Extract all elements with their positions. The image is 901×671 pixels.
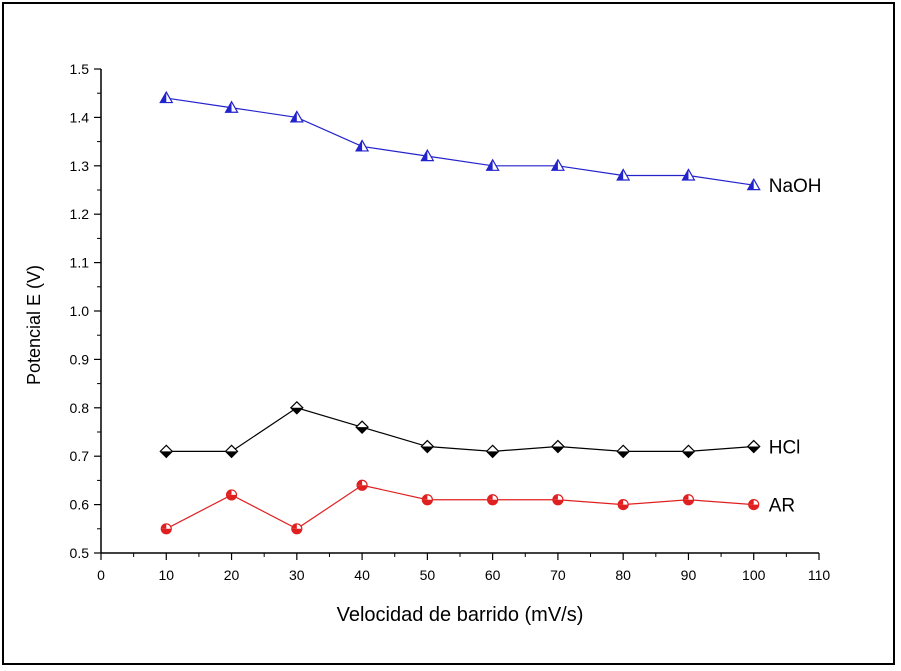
- series-label-hcl: HCl: [769, 438, 801, 459]
- data-point-fill: [357, 480, 363, 486]
- data-point-fill: [225, 451, 238, 458]
- x-axis-label: Velocidad de barrido (mV/s): [337, 604, 584, 626]
- data-point-fill: [226, 494, 237, 500]
- data-point-fill: [682, 451, 695, 458]
- series-label-ar: AR: [769, 496, 795, 517]
- data-point-fill: [682, 169, 689, 180]
- data-point-fill: [552, 494, 558, 500]
- data-point-fill: [551, 159, 558, 171]
- data-point-fill: [486, 159, 493, 171]
- y-tick-label: 1.3: [70, 158, 90, 174]
- data-point-fill: [291, 523, 297, 529]
- data-point-fill: [357, 485, 368, 491]
- axes: 0 10 20 30 40 50 60 70 80 90 100 110 0.5 0.6 0.7 0.8 0.9…: [70, 61, 831, 583]
- series-label-naoh: NaOH: [769, 176, 822, 197]
- x-tick-label: 50: [420, 567, 436, 583]
- data-point-fill: [161, 528, 172, 534]
- data-point-fill: [617, 451, 630, 458]
- data-point-fill: [487, 499, 498, 505]
- y-tick-label: 0.6: [70, 497, 90, 513]
- y-tick-label: 0.9: [70, 351, 90, 367]
- data-point-fill: [290, 407, 303, 414]
- data-point-fill: [617, 169, 624, 180]
- data-point-fill: [618, 499, 624, 505]
- series-hcl: HCl: [159, 400, 801, 459]
- chart-frame: [2, 2, 895, 665]
- data-point-fill: [356, 140, 363, 151]
- data-point-fill: [421, 446, 434, 453]
- data-point-fill: [748, 499, 754, 505]
- data-point-fill: [290, 111, 297, 122]
- y-tick-label: 1.1: [70, 255, 90, 271]
- y-axis-label: Potencial E (V): [24, 265, 44, 385]
- data-point-fill: [422, 494, 428, 500]
- series-line-hcl: [166, 407, 754, 452]
- y-tick-label: 1.0: [70, 303, 90, 319]
- data-point-fill: [683, 499, 694, 505]
- data-point-fill: [552, 499, 563, 505]
- series-naoh: NaOH: [159, 90, 822, 197]
- x-tick-label: 0: [97, 567, 105, 583]
- x-tick-label: 60: [485, 567, 501, 583]
- y-tick-label: 0.8: [70, 400, 90, 416]
- data-point-fill: [683, 494, 689, 500]
- x-tick-label: 90: [681, 567, 697, 583]
- data-point-fill: [422, 499, 433, 505]
- data-point-fill: [291, 528, 302, 534]
- chart-marks: NaOH HCl AR: [159, 90, 822, 535]
- y-tick-label: 1.4: [70, 109, 90, 125]
- data-point-fill: [356, 427, 369, 434]
- y-tick-label: 1.5: [70, 61, 90, 77]
- data-point-fill: [486, 451, 499, 458]
- x-tick-label: 110: [808, 567, 831, 583]
- data-point-fill: [747, 179, 754, 190]
- data-point-fill: [161, 523, 167, 529]
- data-point-fill: [160, 92, 167, 103]
- x-tick-label: 40: [354, 567, 370, 583]
- data-point-fill: [421, 150, 428, 161]
- series-ar: AR: [160, 479, 795, 535]
- x-tick-label: 100: [742, 567, 766, 583]
- y-tick-label: 0.7: [70, 448, 90, 464]
- x-tick-label: 70: [550, 567, 566, 583]
- x-tick-label: 20: [224, 567, 240, 583]
- data-point-fill: [487, 494, 493, 500]
- data-point-fill: [747, 446, 760, 453]
- y-tick-label: 0.5: [70, 545, 90, 561]
- data-point-fill: [225, 101, 232, 113]
- x-tick-label: 80: [615, 567, 631, 583]
- x-tick-label: 10: [158, 567, 174, 583]
- x-tick-label: 30: [289, 567, 305, 583]
- y-tick-label: 1.2: [70, 206, 90, 222]
- data-point-fill: [226, 489, 232, 495]
- series-line-ar: [165, 484, 754, 530]
- data-point-fill: [160, 451, 173, 458]
- data-point-fill: [748, 504, 759, 510]
- series-line-naoh: [166, 97, 754, 186]
- data-point-fill: [618, 504, 629, 510]
- data-point-fill: [551, 446, 564, 453]
